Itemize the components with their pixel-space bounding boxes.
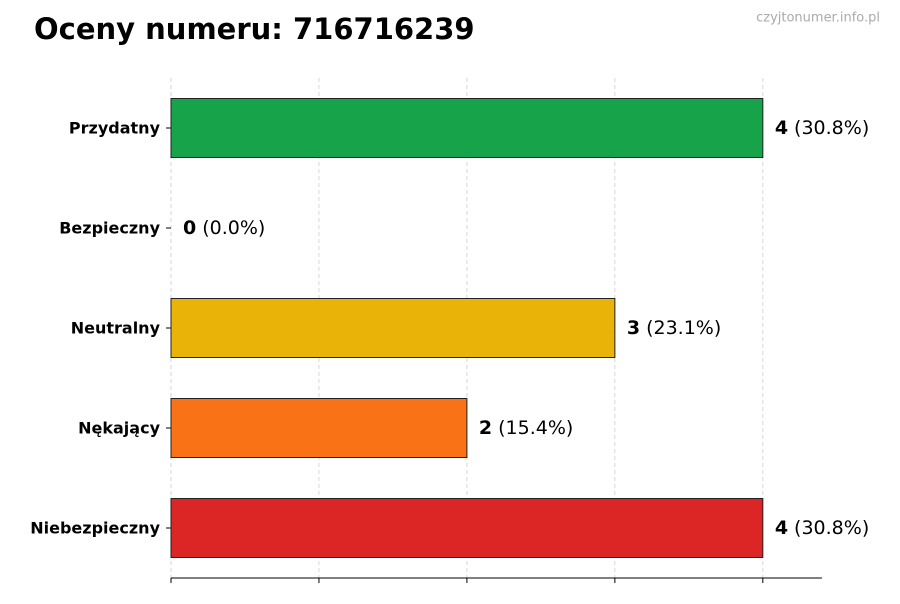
y-tick-label: Nękający xyxy=(78,419,160,438)
value-label: 4 (30.8%) xyxy=(775,517,869,539)
value-number: 4 xyxy=(775,517,788,539)
percent-label: (0.0%) xyxy=(202,217,265,239)
bar xyxy=(170,98,764,158)
percent-label: (30.8%) xyxy=(794,517,869,539)
value-number: 3 xyxy=(627,317,640,339)
bar xyxy=(170,498,764,558)
value-label: 3 (23.1%) xyxy=(627,317,721,339)
value-number: 4 xyxy=(775,117,788,139)
y-tick-label: Przydatny xyxy=(69,119,161,138)
y-tick-label: Bezpieczny xyxy=(59,219,160,238)
percent-label: (23.1%) xyxy=(646,317,721,339)
value-number: 0 xyxy=(183,217,196,239)
percent-label: (30.8%) xyxy=(794,117,869,139)
chart-title: Oceny numeru: 716716239 xyxy=(34,12,475,46)
value-label: 2 (15.4%) xyxy=(479,417,573,439)
value-label: 0 (0.0%) xyxy=(183,217,265,239)
bar xyxy=(170,298,616,358)
bar xyxy=(170,398,468,458)
y-tick-label: Neutralny xyxy=(71,319,161,338)
watermark: czyjtonumer.info.pl xyxy=(756,11,880,26)
percent-label: (15.4%) xyxy=(498,417,573,439)
value-number: 2 xyxy=(479,417,492,439)
value-label: 4 (30.8%) xyxy=(775,117,869,139)
y-tick-label: Niebezpieczny xyxy=(30,519,160,538)
